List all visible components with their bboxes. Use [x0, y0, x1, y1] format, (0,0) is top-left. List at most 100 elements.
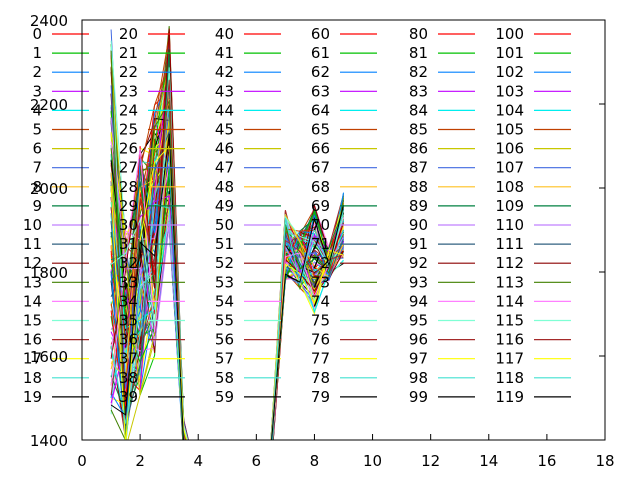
series-line-85 [110, 63, 344, 440]
legend-label-2: 2 [32, 63, 42, 81]
legend-item-9: 9 [32, 197, 89, 215]
legend-item-104: 104 [495, 101, 571, 119]
series-line-118 [110, 203, 344, 440]
legend-item-113: 113 [495, 273, 571, 291]
legend-label-57: 57 [215, 350, 234, 368]
legend-item-39: 39 [119, 388, 185, 406]
legend-item-72: 72 [311, 254, 377, 272]
legend-label-115: 115 [495, 312, 524, 330]
legend: 0123456789101112131415161718192021222324… [23, 25, 571, 406]
legend-item-49: 49 [215, 197, 281, 215]
legend-label-44: 44 [215, 101, 234, 119]
x-tick-label-18: 18 [595, 452, 614, 470]
legend-item-114: 114 [495, 292, 571, 310]
legend-label-56: 56 [215, 331, 234, 349]
legend-label-42: 42 [215, 63, 234, 81]
legend-item-35: 35 [119, 312, 185, 330]
legend-item-63: 63 [311, 82, 377, 100]
legend-item-95: 95 [409, 312, 475, 330]
legend-item-96: 96 [409, 331, 475, 349]
legend-label-62: 62 [311, 63, 330, 81]
legend-item-82: 82 [409, 63, 475, 81]
legend-label-26: 26 [119, 140, 138, 158]
legend-item-18: 18 [23, 369, 89, 387]
legend-label-83: 83 [409, 82, 428, 100]
legend-item-1: 1 [32, 44, 89, 62]
legend-item-81: 81 [409, 44, 475, 62]
legend-item-52: 52 [215, 254, 281, 272]
legend-label-5: 5 [32, 121, 42, 139]
legend-label-7: 7 [32, 159, 42, 177]
legend-label-0: 0 [32, 25, 42, 43]
legend-item-67: 67 [311, 159, 377, 177]
legend-label-116: 116 [495, 331, 524, 349]
series-line-84 [110, 81, 344, 440]
legend-label-3: 3 [32, 82, 42, 100]
legend-item-7: 7 [32, 159, 89, 177]
legend-item-97: 97 [409, 350, 475, 368]
legend-item-4: 4 [32, 101, 89, 119]
legend-label-63: 63 [311, 82, 330, 100]
legend-label-38: 38 [119, 369, 138, 387]
legend-label-108: 108 [495, 178, 524, 196]
legend-label-110: 110 [495, 216, 524, 234]
legend-item-108: 108 [495, 178, 571, 196]
legend-label-52: 52 [215, 254, 234, 272]
legend-label-111: 111 [495, 235, 524, 253]
legend-label-13: 13 [23, 273, 42, 291]
legend-item-80: 80 [409, 25, 475, 43]
legend-label-18: 18 [23, 369, 42, 387]
series-line-114 [110, 148, 344, 440]
legend-label-77: 77 [311, 350, 330, 368]
legend-label-59: 59 [215, 388, 234, 406]
legend-label-37: 37 [119, 350, 138, 368]
legend-item-116: 116 [495, 331, 571, 349]
y-tick-label-1600: 1600 [30, 348, 68, 366]
legend-label-94: 94 [409, 292, 428, 310]
legend-label-22: 22 [119, 63, 138, 81]
legend-label-70: 70 [311, 216, 330, 234]
legend-label-58: 58 [215, 369, 234, 387]
legend-label-67: 67 [311, 159, 330, 177]
legend-item-111: 111 [495, 235, 571, 253]
plot-frame [81, 19, 606, 441]
legend-label-54: 54 [215, 292, 234, 310]
x-tick-label-6: 6 [252, 452, 262, 470]
x-tick-label-16: 16 [537, 452, 556, 470]
legend-item-29: 29 [119, 197, 185, 215]
legend-label-101: 101 [495, 44, 524, 62]
legend-label-8: 8 [32, 178, 42, 196]
legend-item-11: 11 [23, 235, 89, 253]
legend-label-35: 35 [119, 312, 138, 330]
legend-label-6: 6 [32, 140, 42, 158]
legend-item-74: 74 [311, 292, 377, 310]
legend-label-88: 88 [409, 178, 428, 196]
y-tick-label-2400: 2400 [30, 12, 68, 30]
legend-item-84: 84 [409, 101, 475, 119]
legend-label-95: 95 [409, 312, 428, 330]
legend-label-75: 75 [311, 312, 330, 330]
legend-label-81: 81 [409, 44, 428, 62]
legend-label-118: 118 [495, 369, 524, 387]
legend-item-56: 56 [215, 331, 281, 349]
legend-label-102: 102 [495, 63, 524, 81]
legend-item-86: 86 [409, 140, 475, 158]
legend-item-68: 68 [311, 178, 377, 196]
legend-label-80: 80 [409, 25, 428, 43]
legend-item-101: 101 [495, 44, 571, 62]
legend-item-77: 77 [311, 350, 377, 368]
legend-item-118: 118 [495, 369, 571, 387]
legend-item-20: 20 [119, 25, 185, 43]
legend-item-5: 5 [32, 121, 89, 139]
legend-label-100: 100 [495, 25, 524, 43]
legend-label-49: 49 [215, 197, 234, 215]
legend-label-60: 60 [311, 25, 330, 43]
legend-label-14: 14 [23, 292, 42, 310]
legend-label-1: 1 [32, 44, 42, 62]
y-tick-label-1800: 1800 [30, 264, 68, 282]
legend-label-23: 23 [119, 82, 138, 100]
legend-item-119: 119 [495, 388, 571, 406]
legend-item-103: 103 [495, 82, 571, 100]
legend-item-99: 99 [409, 388, 475, 406]
